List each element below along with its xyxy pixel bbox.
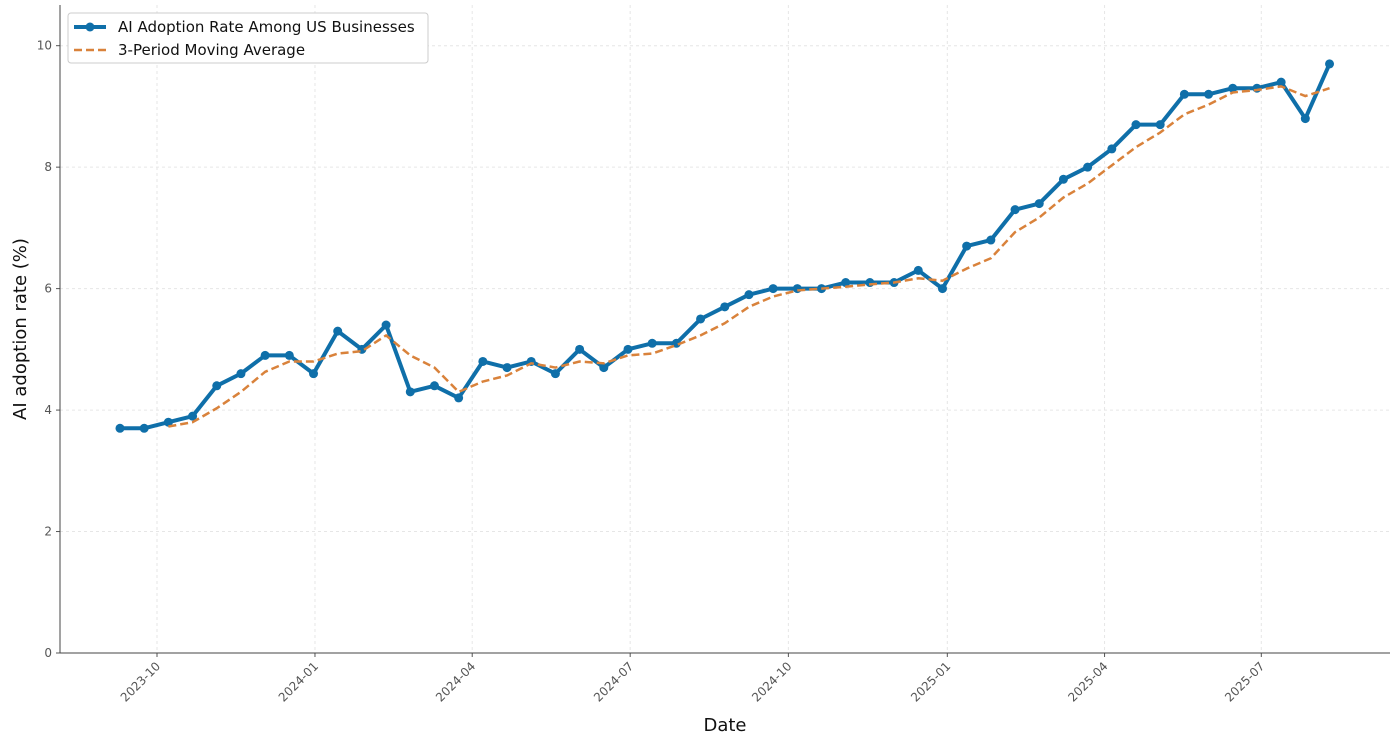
data-point: [986, 235, 996, 245]
data-point: [284, 350, 294, 360]
data-point: [1325, 59, 1335, 69]
data-point: [115, 423, 125, 433]
data-point: [1179, 89, 1189, 99]
data-point: [1107, 144, 1117, 154]
data-point: [478, 356, 488, 366]
data-point: [768, 284, 778, 294]
data-point: [1034, 199, 1044, 209]
data-point: [1058, 174, 1068, 184]
legend-box: [67, 12, 429, 64]
data-point: [599, 363, 609, 373]
y-tick-label: 6: [44, 282, 52, 296]
x-tick-label: 2025-07: [1222, 659, 1267, 704]
data-point: [1300, 114, 1310, 124]
data-point: [1228, 83, 1238, 93]
series-line: [168, 85, 1330, 428]
data-point: [139, 423, 149, 433]
x-tick-label: 2023-10: [118, 659, 163, 704]
legend-label: 3-Period Moving Average: [118, 41, 305, 59]
y-tick-label: 10: [37, 39, 52, 53]
data-point: [937, 284, 947, 294]
data-point: [1131, 120, 1141, 130]
y-tick-label: 8: [44, 160, 52, 174]
x-tick-label: 2024-10: [749, 659, 794, 704]
data-point: [333, 326, 343, 336]
data-point: [405, 387, 415, 397]
data-point: [792, 284, 802, 294]
legend-marker: [85, 22, 95, 32]
y-tick-label: 0: [44, 646, 52, 660]
y-tick-label: 4: [44, 403, 52, 417]
legend-label: AI Adoption Rate Among US Businesses: [118, 18, 415, 36]
data-point: [913, 265, 923, 275]
data-point: [163, 417, 173, 427]
data-point: [647, 338, 657, 348]
data-point: [1204, 89, 1214, 99]
x-tick-label: 2025-01: [908, 659, 953, 704]
data-point: [720, 302, 730, 312]
data-point: [1083, 162, 1093, 172]
data-point: [454, 393, 464, 403]
x-tick-label: 2024-07: [591, 659, 636, 704]
data-point: [260, 350, 270, 360]
y-tick-label: 2: [44, 525, 52, 539]
data-point: [1276, 77, 1286, 87]
data-point: [236, 369, 246, 379]
data-point: [550, 369, 560, 379]
series-line: [119, 63, 1332, 431]
data-point: [744, 290, 754, 300]
data-point: [962, 241, 972, 251]
data-point: [841, 278, 851, 288]
data-point: [865, 278, 875, 288]
x-tick-label: 2025-04: [1065, 659, 1110, 704]
data-point: [188, 411, 198, 421]
x-axis-label: Date: [703, 715, 746, 736]
data-point: [1155, 120, 1165, 130]
data-point: [1252, 83, 1262, 93]
data-point: [429, 381, 439, 391]
data-point: [575, 344, 585, 354]
data-point: [502, 363, 512, 373]
data-point: [696, 314, 706, 324]
x-tick-label: 2024-01: [276, 659, 321, 704]
data-point: [1010, 205, 1020, 215]
y-axis-label: AI adoption rate (%): [10, 238, 31, 420]
data-point: [212, 381, 222, 391]
data-point: [309, 369, 319, 379]
data-point: [623, 344, 633, 354]
x-tick-label: 2024-04: [433, 659, 478, 704]
data-point: [381, 320, 391, 330]
